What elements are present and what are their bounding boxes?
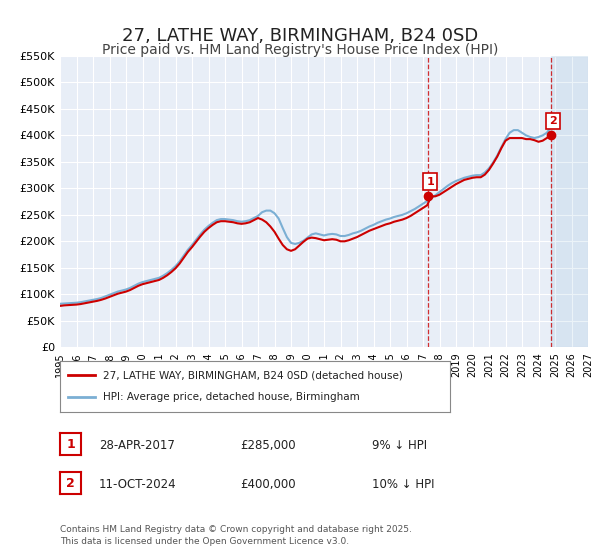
Text: 27, LATHE WAY, BIRMINGHAM, B24 0SD (detached house): 27, LATHE WAY, BIRMINGHAM, B24 0SD (deta…	[103, 370, 403, 380]
Text: 11-OCT-2024: 11-OCT-2024	[99, 478, 176, 491]
Text: £400,000: £400,000	[240, 478, 296, 491]
Text: 10% ↓ HPI: 10% ↓ HPI	[372, 478, 434, 491]
Text: HPI: Average price, detached house, Birmingham: HPI: Average price, detached house, Birm…	[103, 393, 359, 403]
Text: 2: 2	[66, 477, 75, 490]
Bar	[551, 56, 588, 347]
Text: Price paid vs. HM Land Registry's House Price Index (HPI): Price paid vs. HM Land Registry's House …	[102, 44, 498, 58]
Text: 9% ↓ HPI: 9% ↓ HPI	[372, 438, 427, 452]
Text: 28-APR-2017: 28-APR-2017	[99, 438, 175, 452]
Text: Contains HM Land Registry data © Crown copyright and database right 2025.
This d: Contains HM Land Registry data © Crown c…	[60, 525, 412, 546]
Text: £285,000: £285,000	[240, 438, 296, 452]
Text: 1: 1	[66, 437, 75, 451]
Text: 1: 1	[426, 177, 434, 187]
Text: 27, LATHE WAY, BIRMINGHAM, B24 0SD: 27, LATHE WAY, BIRMINGHAM, B24 0SD	[122, 27, 478, 45]
Text: 2: 2	[549, 116, 557, 126]
